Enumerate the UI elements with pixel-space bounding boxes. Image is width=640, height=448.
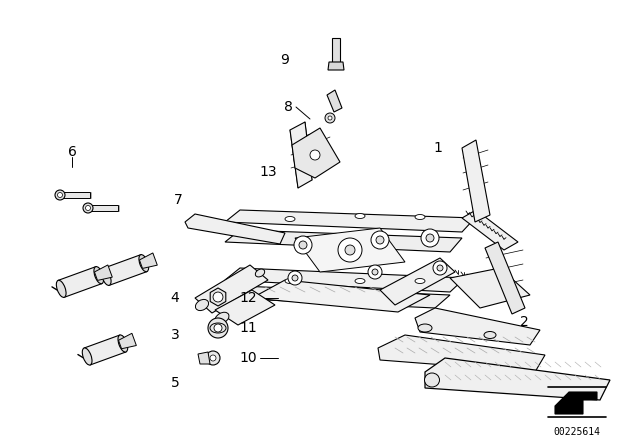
- Circle shape: [421, 229, 439, 247]
- Circle shape: [310, 150, 320, 160]
- Polygon shape: [415, 308, 540, 345]
- Ellipse shape: [355, 279, 365, 284]
- Circle shape: [433, 261, 447, 275]
- Polygon shape: [210, 288, 226, 306]
- Text: 00225614: 00225614: [554, 427, 600, 437]
- Ellipse shape: [285, 216, 295, 221]
- Ellipse shape: [101, 268, 111, 285]
- Circle shape: [299, 241, 307, 249]
- Polygon shape: [295, 228, 405, 272]
- Circle shape: [294, 236, 312, 254]
- Circle shape: [288, 271, 302, 285]
- Polygon shape: [225, 210, 475, 232]
- Polygon shape: [195, 265, 268, 313]
- Ellipse shape: [118, 335, 128, 352]
- Circle shape: [372, 269, 378, 275]
- Text: 10: 10: [239, 351, 257, 365]
- Circle shape: [437, 265, 443, 271]
- Polygon shape: [225, 268, 465, 292]
- Polygon shape: [118, 333, 136, 349]
- Polygon shape: [462, 140, 490, 222]
- Polygon shape: [198, 352, 210, 364]
- Polygon shape: [555, 392, 597, 414]
- Circle shape: [368, 265, 382, 279]
- Polygon shape: [485, 242, 525, 314]
- Ellipse shape: [139, 254, 148, 272]
- Circle shape: [338, 238, 362, 262]
- Circle shape: [376, 236, 384, 244]
- Ellipse shape: [56, 280, 66, 297]
- Text: 1: 1: [433, 141, 442, 155]
- Circle shape: [206, 351, 220, 365]
- Ellipse shape: [94, 267, 104, 284]
- Text: 7: 7: [173, 193, 182, 207]
- Text: 8: 8: [284, 100, 292, 114]
- Polygon shape: [327, 90, 342, 112]
- Circle shape: [58, 193, 63, 198]
- Text: 2: 2: [520, 315, 529, 329]
- Polygon shape: [380, 258, 455, 305]
- Text: 4: 4: [171, 291, 179, 305]
- Text: 13: 13: [259, 165, 277, 179]
- Text: 12: 12: [239, 291, 257, 305]
- Polygon shape: [103, 255, 147, 285]
- Ellipse shape: [415, 215, 425, 220]
- Ellipse shape: [355, 214, 365, 219]
- Circle shape: [325, 113, 335, 123]
- Polygon shape: [290, 122, 312, 188]
- Polygon shape: [462, 210, 518, 250]
- Polygon shape: [292, 128, 340, 178]
- Polygon shape: [328, 62, 344, 70]
- Polygon shape: [215, 290, 275, 325]
- Text: 11: 11: [239, 321, 257, 335]
- Text: 5: 5: [171, 376, 179, 390]
- Polygon shape: [425, 358, 610, 400]
- Circle shape: [214, 324, 222, 332]
- Polygon shape: [378, 335, 545, 372]
- Polygon shape: [252, 280, 430, 312]
- Ellipse shape: [195, 299, 209, 310]
- Ellipse shape: [255, 269, 265, 277]
- Ellipse shape: [215, 312, 229, 324]
- Ellipse shape: [83, 348, 92, 365]
- Circle shape: [55, 190, 65, 200]
- Polygon shape: [58, 267, 102, 297]
- Polygon shape: [225, 286, 450, 308]
- Polygon shape: [63, 192, 90, 198]
- Text: 6: 6: [68, 145, 76, 159]
- Polygon shape: [140, 253, 157, 268]
- Circle shape: [86, 206, 90, 211]
- Ellipse shape: [415, 279, 425, 284]
- Circle shape: [83, 203, 93, 213]
- Ellipse shape: [418, 324, 432, 332]
- Circle shape: [213, 292, 223, 302]
- Circle shape: [208, 318, 228, 338]
- Polygon shape: [450, 268, 530, 308]
- Text: 9: 9: [280, 53, 289, 67]
- Circle shape: [426, 234, 434, 242]
- Circle shape: [345, 245, 355, 255]
- Polygon shape: [332, 38, 340, 62]
- Circle shape: [292, 275, 298, 281]
- Circle shape: [328, 116, 332, 120]
- Text: 3: 3: [171, 328, 179, 342]
- Polygon shape: [95, 265, 112, 280]
- Ellipse shape: [424, 373, 440, 387]
- Ellipse shape: [285, 279, 295, 284]
- Polygon shape: [225, 230, 462, 252]
- Circle shape: [371, 231, 389, 249]
- Polygon shape: [185, 214, 285, 244]
- Ellipse shape: [484, 332, 496, 339]
- Polygon shape: [84, 335, 126, 365]
- Polygon shape: [91, 205, 118, 211]
- Circle shape: [210, 355, 216, 361]
